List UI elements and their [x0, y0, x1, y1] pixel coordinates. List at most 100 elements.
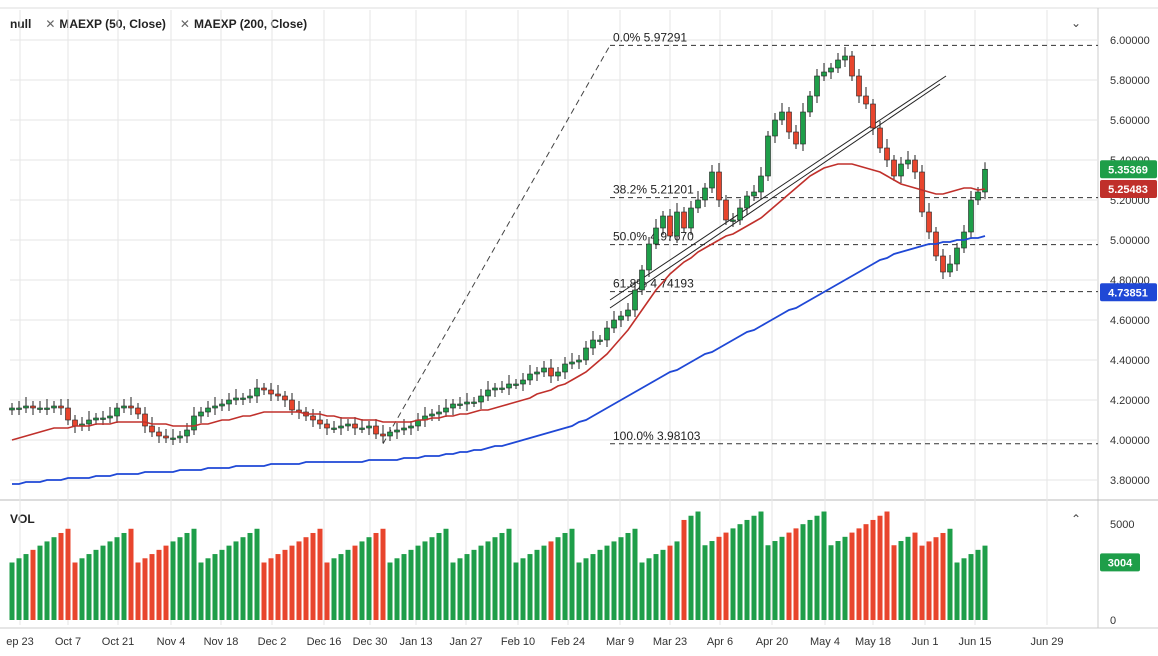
candle-body	[282, 395, 288, 401]
ma50-price-label-bg	[1100, 180, 1157, 199]
volume-bar	[79, 558, 85, 620]
volume-bar	[394, 558, 400, 620]
volume-bar	[275, 554, 281, 620]
volume-bar	[513, 562, 519, 620]
volume-bar	[562, 532, 568, 620]
volume-bar	[16, 558, 22, 620]
x-tick-label: Jun 29	[1030, 636, 1063, 648]
candle-body	[317, 419, 323, 425]
candle-body	[800, 111, 806, 145]
volume-bar	[709, 541, 715, 620]
candle-body	[667, 215, 673, 237]
volume-bar	[674, 541, 680, 620]
candle-body	[261, 387, 267, 391]
volume-bar	[373, 532, 379, 620]
volume-bar	[884, 511, 890, 620]
candle-body	[492, 387, 498, 391]
candle-body	[555, 371, 561, 377]
candle-body	[65, 407, 71, 421]
candle-body	[352, 423, 358, 429]
chevron-up-icon[interactable]: ⌃	[1071, 512, 1082, 526]
volume-bar	[450, 562, 456, 620]
x-tick-label: Jan 27	[449, 636, 482, 648]
x-tick-label: Nov 4	[157, 636, 186, 648]
legend-item-ma50[interactable]: ✕ MAEXP (50, Close)	[45, 17, 166, 31]
candle-body	[940, 255, 946, 273]
candle-body	[114, 407, 120, 417]
volume-bar	[835, 541, 841, 620]
candle-body	[604, 327, 610, 341]
y-tick-label: 6.00000	[1110, 35, 1150, 47]
candle-body	[562, 363, 568, 373]
candle-body	[212, 405, 218, 409]
x-tick-label: Oct 21	[102, 636, 134, 648]
candle-body	[471, 401, 477, 404]
y-tick-label: 4.60000	[1110, 315, 1150, 327]
candle-body	[275, 393, 281, 397]
candle-body	[534, 371, 540, 375]
trendline-lower	[609, 83, 941, 309]
volume-bar	[842, 536, 848, 620]
candle-body	[681, 211, 687, 229]
volume-last-label: 3004	[1108, 557, 1133, 569]
volume-bar	[611, 541, 617, 620]
candle-body	[331, 427, 337, 430]
volume-bar	[737, 524, 743, 620]
volume-bar	[107, 541, 113, 620]
y-tick-label: 4.20000	[1110, 395, 1150, 407]
legend-item-ma200[interactable]: ✕ MAEXP (200, Close)	[179, 17, 308, 31]
volume-bar	[464, 554, 470, 620]
candle-body	[835, 59, 841, 69]
candle-body	[786, 111, 792, 133]
candle-body	[772, 119, 778, 137]
candle-body	[149, 425, 155, 433]
volume-bar	[723, 532, 729, 620]
chevron-down-icon[interactable]: ⌄	[1071, 16, 1082, 30]
candle-body	[268, 389, 274, 395]
candle-body	[44, 407, 50, 410]
close-icon[interactable]: ✕	[179, 17, 190, 31]
candle-body	[93, 417, 99, 421]
volume-bar	[541, 545, 547, 620]
volume-bar	[359, 541, 365, 620]
candle-body	[58, 405, 64, 409]
candle-body	[100, 417, 106, 420]
candle-body	[142, 413, 148, 427]
x-tick-label: Mar 9	[606, 636, 634, 648]
volume-bar	[226, 545, 232, 620]
candle-body	[16, 407, 22, 410]
candle-body	[793, 131, 799, 145]
volume-bar	[86, 554, 92, 620]
candle-body	[135, 407, 141, 415]
x-tick-label: Feb 24	[551, 636, 585, 648]
volume-bar	[471, 549, 477, 620]
candle-body	[639, 269, 645, 291]
fib-level-label: 100.0% 3.98103	[613, 429, 701, 443]
volume-bar	[247, 532, 253, 620]
candle-body	[51, 405, 57, 409]
volume-bar	[933, 537, 939, 620]
volume-bar	[163, 545, 169, 620]
candle-body	[821, 71, 827, 77]
candle-body	[450, 403, 456, 409]
volume-bar	[660, 549, 666, 620]
candle-body	[625, 309, 631, 317]
last-price-label-bg	[1100, 160, 1157, 179]
candle-body	[674, 211, 680, 237]
volume-bar	[702, 545, 708, 620]
volume-bar	[597, 549, 603, 620]
candle-body	[590, 339, 596, 349]
volume-bar	[765, 545, 771, 620]
candle-body	[387, 431, 393, 437]
candle-body	[646, 243, 652, 271]
volume-bar	[429, 537, 435, 620]
candle-body	[254, 387, 260, 397]
volume-bar	[93, 549, 99, 620]
volume-bar	[9, 562, 15, 620]
x-tick-label: Feb 10	[501, 636, 535, 648]
close-icon[interactable]: ✕	[45, 17, 56, 31]
candle-body	[240, 397, 246, 400]
volume-bar	[506, 528, 512, 620]
volume-bar	[681, 519, 687, 620]
